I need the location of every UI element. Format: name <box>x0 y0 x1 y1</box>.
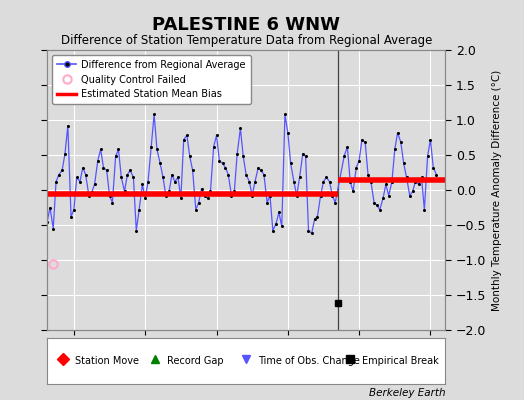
Text: Time of Obs. Change: Time of Obs. Change <box>258 356 360 366</box>
Y-axis label: Monthly Temperature Anomaly Difference (°C): Monthly Temperature Anomaly Difference (… <box>492 69 502 311</box>
Text: Difference of Station Temperature Data from Regional Average: Difference of Station Temperature Data f… <box>61 34 432 47</box>
Text: Berkeley Earth: Berkeley Earth <box>369 388 445 398</box>
Text: Record Gap: Record Gap <box>167 356 223 366</box>
Text: Station Move: Station Move <box>75 356 139 366</box>
Text: Empirical Break: Empirical Break <box>362 356 439 366</box>
Legend: Difference from Regional Average, Quality Control Failed, Estimated Station Mean: Difference from Regional Average, Qualit… <box>52 55 250 104</box>
Text: PALESTINE 6 WNW: PALESTINE 6 WNW <box>152 16 340 34</box>
